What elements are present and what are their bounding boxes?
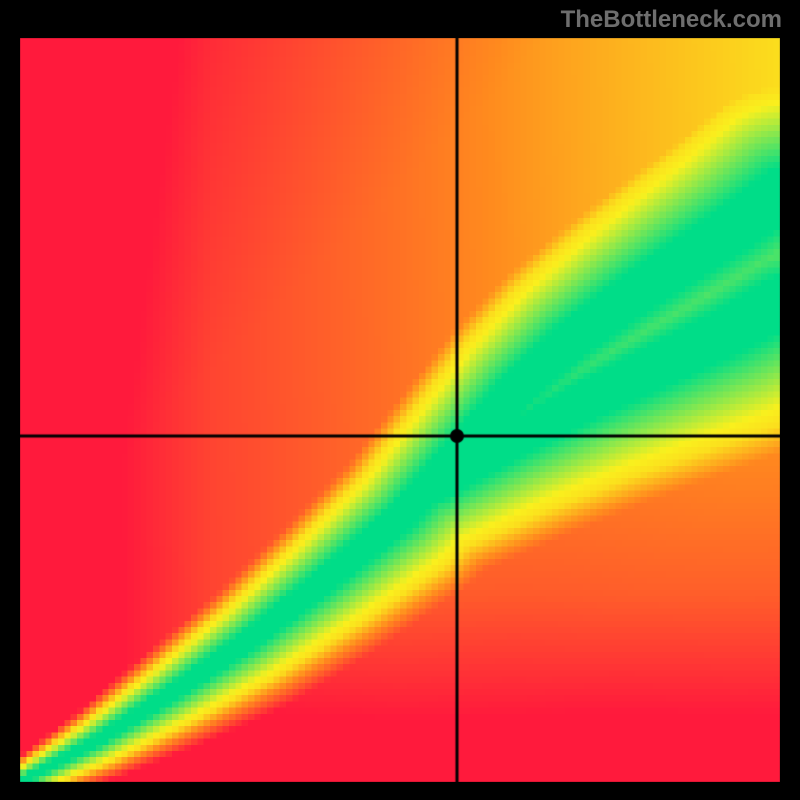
overlay-canvas bbox=[0, 0, 800, 800]
chart-container: TheBottleneck.com bbox=[0, 0, 800, 800]
watermark-label: TheBottleneck.com bbox=[561, 6, 782, 34]
